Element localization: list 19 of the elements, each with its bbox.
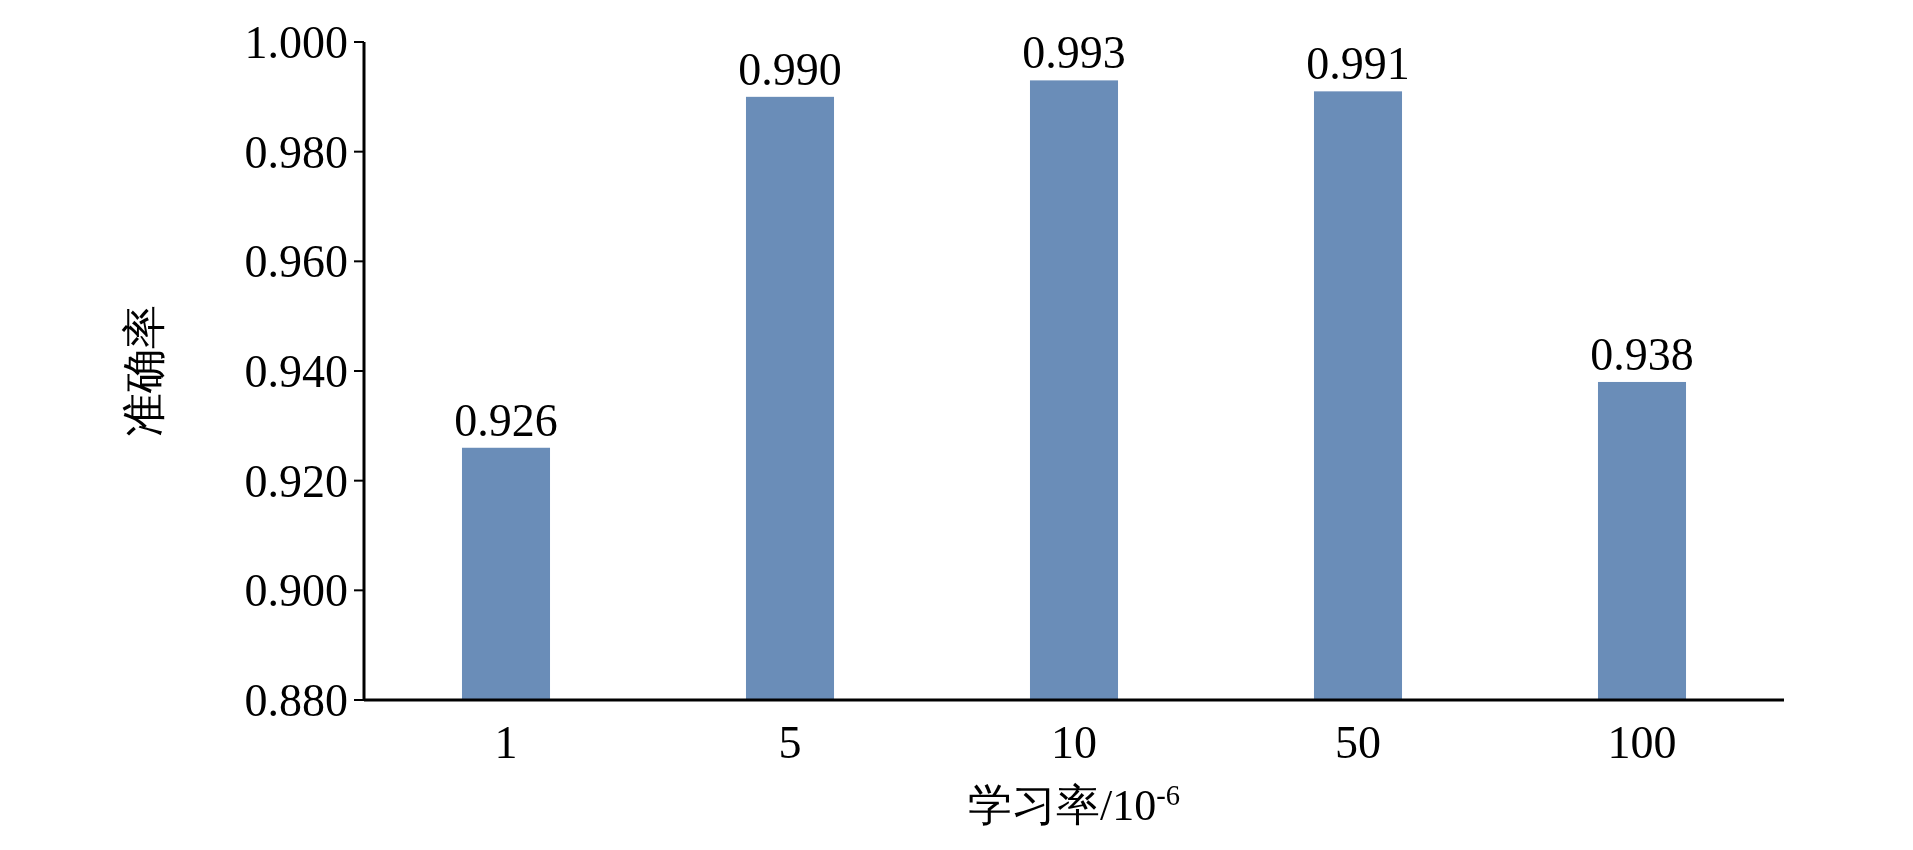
y-tick-label: 0.920 [244,455,348,507]
x-tick-label: 10 [1051,717,1097,768]
y-tick-label: 0.900 [244,565,348,617]
y-tick-label: 0.940 [244,346,348,398]
data-label: 0.993 [1022,27,1126,79]
y-tick-label: 0.980 [244,126,348,178]
x-tick-label: 100 [1607,717,1677,768]
y-tick-label: 0.960 [244,236,348,288]
data-label: 0.991 [1306,38,1410,90]
y-tick-label: 1.000 [244,17,348,69]
data-label: 0.990 [738,43,842,95]
x-tick-label: 5 [778,717,802,768]
y-tick-label: 0.880 [244,675,348,727]
x-axis-title: 学习率/10$^{-6}$ [967,779,1181,830]
y-axis-title: 准确率 [120,305,169,437]
x-tick-label: 50 [1335,717,1381,768]
x-tick-label: 1 [494,717,518,768]
data-label: 0.938 [1590,328,1694,380]
data-label: 0.926 [454,394,558,446]
